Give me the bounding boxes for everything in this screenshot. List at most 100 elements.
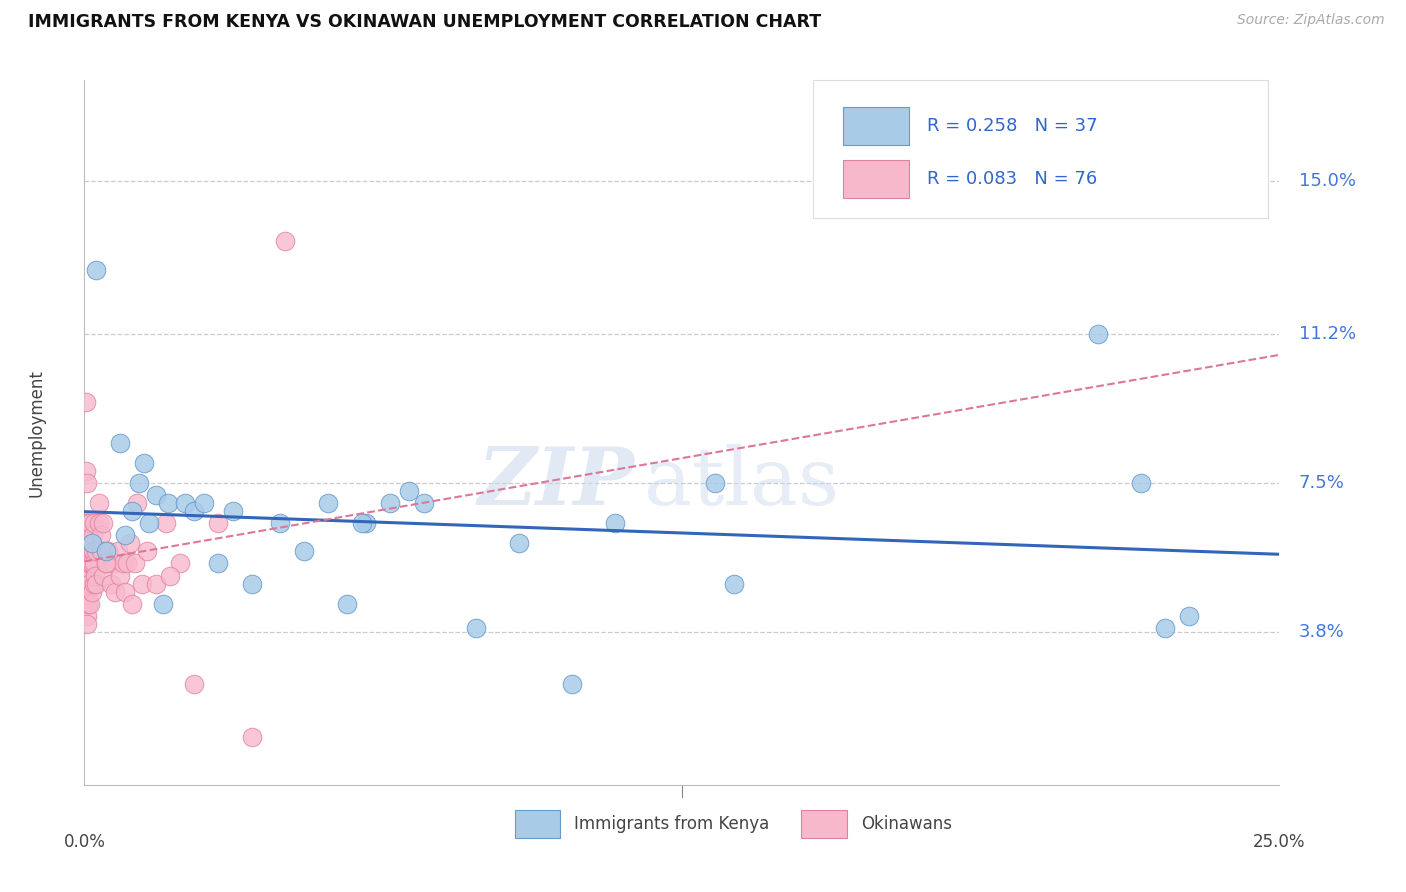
Point [1087,326,1109,341]
Point [75,464,97,478]
Point [316,496,339,510]
Point [77,568,100,582]
Point [86,544,108,558]
Text: 7.5%: 7.5% [1299,474,1344,492]
Point [138,516,160,531]
Point [76,536,98,550]
Point [292,544,315,558]
Point [76,475,98,490]
Point [121,504,143,518]
Text: Unemployment: Unemployment [28,368,45,497]
Point [76,608,98,623]
Point [114,528,136,542]
Point [83,576,105,591]
Point [83,568,105,582]
Point [603,516,626,531]
Point [561,677,583,691]
Point [76,516,98,531]
Point [75,516,97,531]
Text: IMMIGRANTS FROM KENYA VS OKINAWAN UNEMPLOYMENT CORRELATION CHART: IMMIGRANTS FROM KENYA VS OKINAWAN UNEMPL… [28,13,821,31]
FancyBboxPatch shape [844,160,910,198]
Text: R = 0.258   N = 37: R = 0.258 N = 37 [927,117,1098,135]
Point [83,516,105,531]
Point [465,621,488,635]
Point [128,475,150,490]
Point [240,730,263,744]
Point [77,597,100,611]
Point [77,557,100,571]
Point [356,516,378,531]
Point [80,536,103,550]
Point [157,496,180,510]
Point [1129,475,1152,490]
Point [76,576,98,591]
Point [94,557,117,571]
Point [90,544,112,558]
Point [90,528,112,542]
FancyBboxPatch shape [515,810,560,838]
Text: Okinawans: Okinawans [862,814,952,833]
Point [114,584,136,599]
Point [269,516,291,531]
Point [77,544,100,558]
Text: Immigrants from Kenya: Immigrants from Kenya [575,814,769,833]
Point [79,516,101,531]
Point [93,568,115,582]
Text: 25.0%: 25.0% [1253,833,1306,851]
Point [75,557,97,571]
Point [76,568,98,582]
Point [159,568,181,582]
Point [117,557,139,571]
Point [104,584,127,599]
Point [75,557,97,571]
Point [183,504,205,518]
Point [80,557,103,571]
Point [77,557,100,571]
Point [221,504,243,518]
Point [145,488,167,502]
Point [152,597,174,611]
Point [83,557,105,571]
Point [207,557,229,571]
Text: Source: ZipAtlas.com: Source: ZipAtlas.com [1237,13,1385,28]
Point [412,496,434,510]
Point [86,262,108,277]
Point [100,576,122,591]
Point [77,544,100,558]
Point [173,496,195,510]
Point [77,576,100,591]
Point [75,584,97,599]
Text: ZIP: ZIP [477,444,634,522]
Point [155,516,177,531]
Point [75,528,97,542]
Point [132,456,156,470]
Point [87,496,110,510]
Point [1153,621,1175,635]
Point [118,536,141,550]
Point [94,557,117,571]
Point [75,395,97,409]
Point [77,528,100,542]
Point [82,528,104,542]
FancyBboxPatch shape [844,107,910,145]
Point [135,544,157,558]
Point [94,544,117,558]
Point [336,597,359,611]
Point [240,576,263,591]
Point [93,516,115,531]
Point [508,536,530,550]
Point [76,557,98,571]
Text: 3.8%: 3.8% [1299,623,1344,641]
Point [169,557,191,571]
Point [125,496,148,510]
Text: R = 0.083   N = 76: R = 0.083 N = 76 [927,170,1097,188]
Point [704,475,727,490]
Point [76,597,98,611]
Point [398,483,420,498]
Point [1177,608,1199,623]
Point [207,516,229,531]
Point [75,544,97,558]
Point [80,536,103,550]
Text: 15.0%: 15.0% [1299,172,1355,190]
Point [76,536,98,550]
